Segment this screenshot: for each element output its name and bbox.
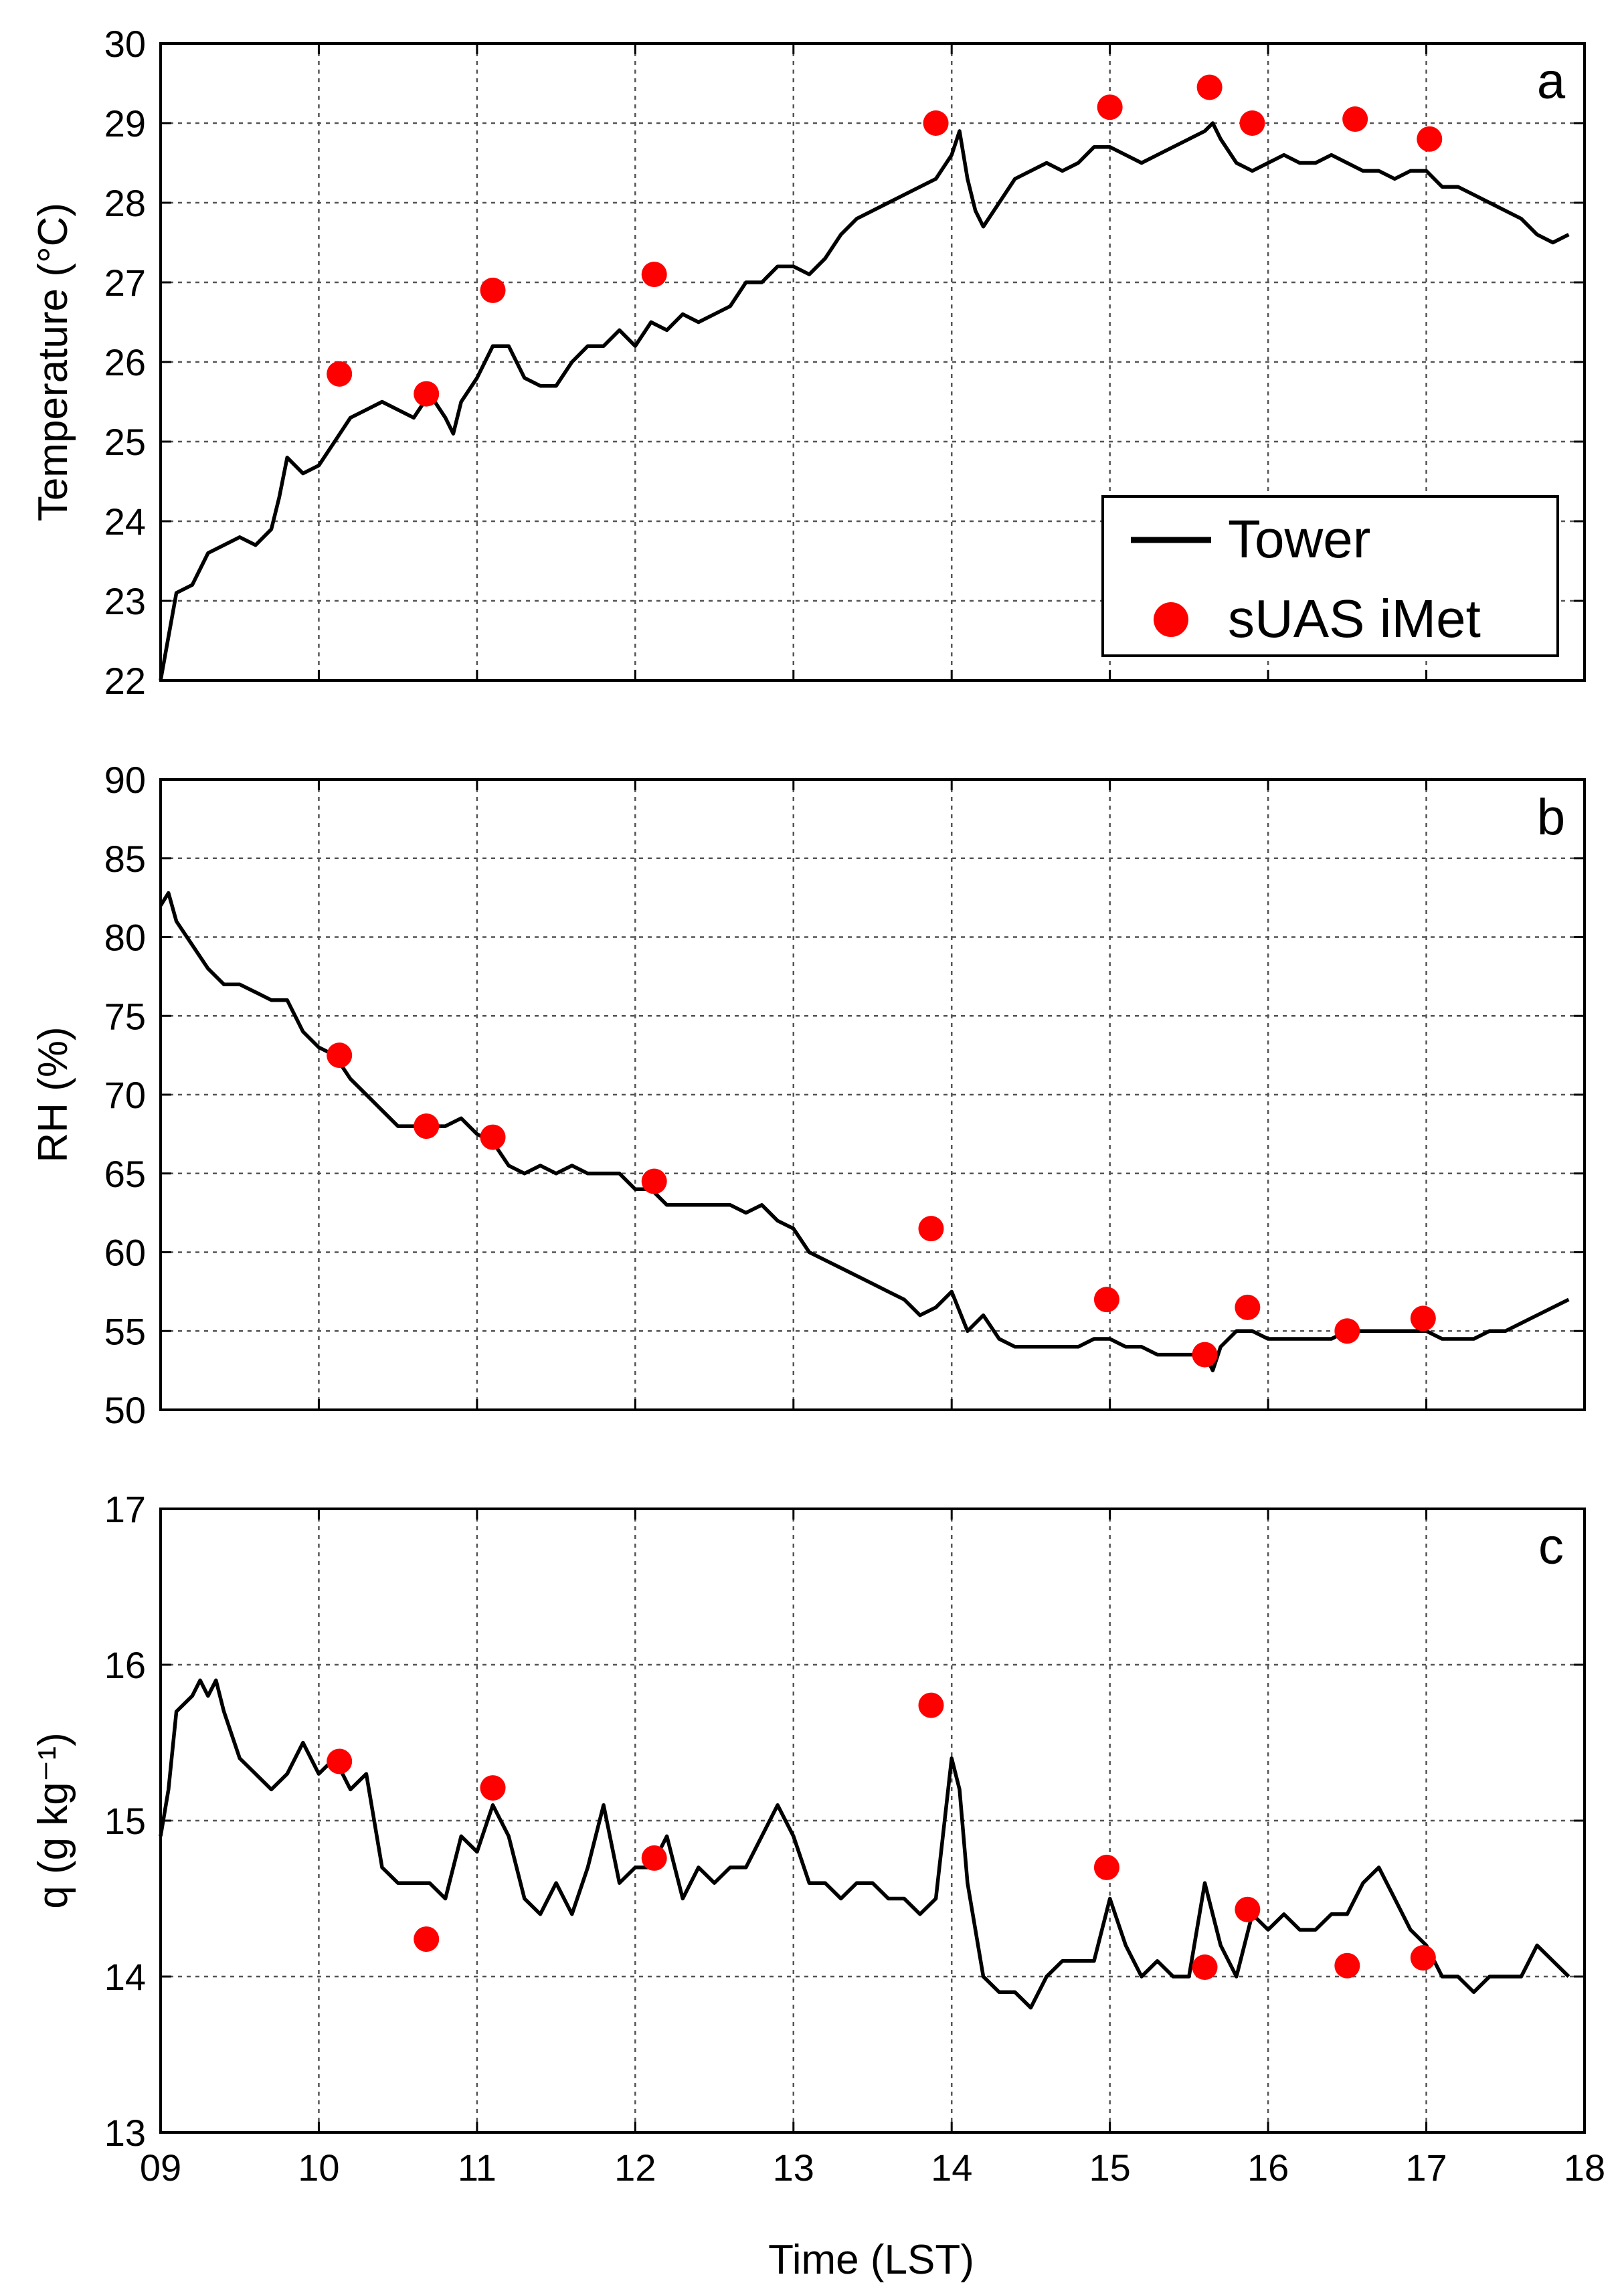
- suas-imet-point: [1342, 106, 1368, 132]
- x-tick-label: 12: [614, 2147, 656, 2189]
- y-tick-label: 90: [104, 759, 146, 801]
- y-tick-label: 29: [104, 102, 146, 145]
- y-axis-label: Temperature (°C): [30, 203, 76, 521]
- suas-imet-point: [1334, 1952, 1360, 1979]
- legend: Tower sUAS iMet: [1101, 495, 1559, 657]
- x-tick-label: 11: [458, 2147, 497, 2189]
- y-tick-label: 25: [104, 421, 146, 463]
- y-tick-label: 28: [104, 182, 146, 224]
- suas-imet-point: [414, 1113, 440, 1139]
- suas-imet-point: [641, 1845, 667, 1871]
- suas-imet-point: [1410, 1305, 1436, 1332]
- suas-imet-point: [1239, 110, 1265, 136]
- suas-imet-point: [480, 277, 506, 303]
- y-tick-label: 75: [104, 995, 146, 1037]
- y-tick-label: 17: [104, 1488, 146, 1530]
- suas-imet-point: [918, 1216, 944, 1242]
- tower-series-line: [159, 1678, 1570, 2010]
- legend-tower-label: Tower: [1228, 509, 1370, 569]
- panel-letter: c: [1538, 1518, 1564, 1575]
- y-tick-label: 85: [104, 838, 146, 880]
- x-tick-label: 16: [1247, 2147, 1289, 2189]
- suas-imet-point: [1093, 1854, 1119, 1880]
- y-tick-label: 30: [104, 23, 146, 65]
- x-tick-label: 18: [1564, 2147, 1605, 2189]
- suas-imet-point: [327, 1748, 353, 1774]
- suas-imet-point: [414, 1926, 440, 1952]
- panel-letter: b: [1537, 789, 1565, 846]
- panel-c: 13 14 15 16 17 09 10 11 12 13 14 15 16 17 18 q (g kg⁻¹)…: [30, 1488, 1605, 2189]
- x-tick-label: 14: [931, 2147, 972, 2189]
- y-tick-label: 80: [104, 917, 146, 959]
- suas-imet-point: [1196, 74, 1223, 100]
- y-tick-label: 15: [104, 1800, 146, 1842]
- tower-series-line: [159, 891, 1570, 1372]
- suas-imet-point: [1410, 1945, 1436, 1971]
- suas-imet-point: [327, 1042, 353, 1069]
- x-tick-label: 15: [1089, 2147, 1131, 2189]
- legend-suas-swatch: [1154, 602, 1188, 637]
- y-axis-label: RH (%): [30, 1026, 76, 1162]
- suas-imet-point: [1192, 1342, 1218, 1368]
- y-tick-label: 27: [104, 262, 146, 304]
- x-tick-label: 17: [1405, 2147, 1447, 2189]
- suas-imet-point: [480, 1124, 506, 1150]
- x-tick-label: 13: [773, 2147, 814, 2189]
- suas-imet-point: [923, 110, 949, 136]
- y-tick-label: 26: [104, 341, 146, 383]
- y-tick-label: 50: [104, 1389, 146, 1431]
- tower-series-line: [159, 121, 1570, 681]
- suas-imet-point: [1334, 1318, 1360, 1344]
- suas-imet-point: [1235, 1896, 1261, 1922]
- suas-imet-point: [1235, 1294, 1261, 1320]
- suas-imet-point: [641, 1168, 667, 1194]
- y-tick-label: 13: [104, 2112, 146, 2154]
- y-tick-label: 14: [104, 1956, 146, 1998]
- y-tick-label: 70: [104, 1074, 146, 1116]
- y-tick-label: 23: [104, 580, 146, 622]
- x-axis-label: Time (LST): [768, 2237, 974, 2283]
- panel-letter: a: [1537, 53, 1566, 110]
- plot-frame: [159, 778, 1586, 1411]
- suas-imet-point: [414, 381, 440, 407]
- y-tick-label: 24: [104, 500, 146, 543]
- y-tick-label: 55: [104, 1310, 146, 1352]
- suas-imet-point: [1192, 1954, 1218, 1981]
- suas-imet-point: [1097, 94, 1123, 120]
- suas-imet-point: [1093, 1287, 1119, 1313]
- suas-imet-point: [327, 361, 353, 387]
- y-tick-label: 60: [104, 1232, 146, 1274]
- x-tick-label: 10: [298, 2147, 339, 2189]
- suas-imet-point: [480, 1775, 506, 1801]
- plot-frame: [159, 1508, 1586, 2134]
- y-tick-label: 16: [104, 1644, 146, 1686]
- y-axis-label: q (g kg⁻¹): [30, 1732, 76, 1909]
- x-tick-label: 09: [140, 2147, 181, 2189]
- y-tick-label: 65: [104, 1153, 146, 1195]
- suas-imet-point: [641, 262, 667, 288]
- legend-suas-label: sUAS iMet: [1228, 589, 1481, 648]
- suas-imet-point: [918, 1692, 944, 1718]
- y-tick-label: 22: [104, 660, 146, 702]
- panel-b: 50 55 60 65 70 75 80 85 90 RH (%) b: [30, 759, 1586, 1431]
- plot-frame: [159, 42, 1586, 682]
- suas-imet-point: [1417, 126, 1443, 152]
